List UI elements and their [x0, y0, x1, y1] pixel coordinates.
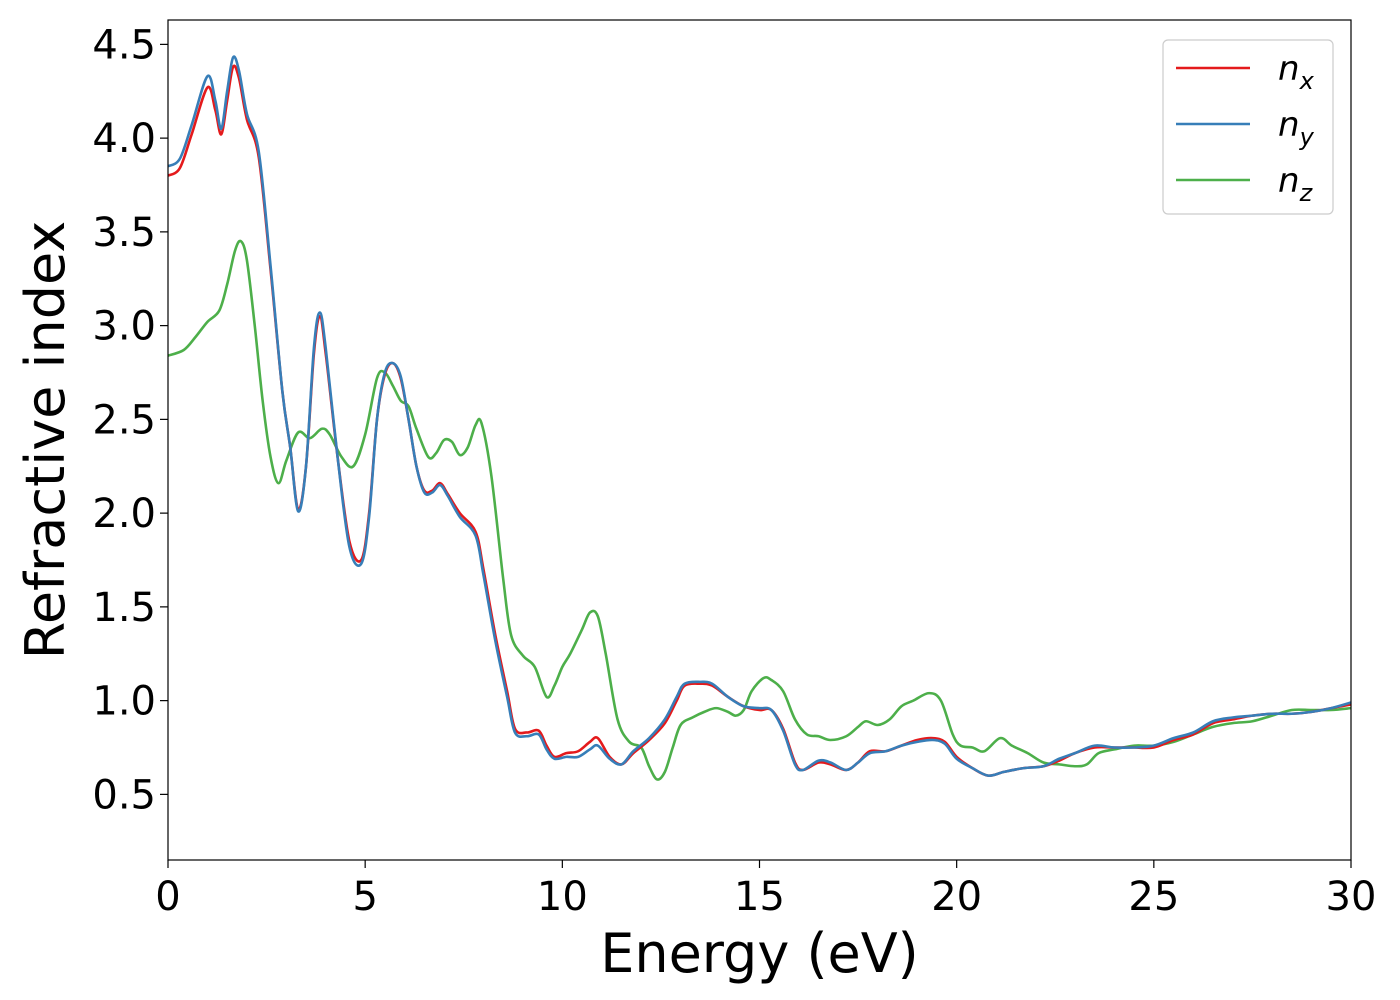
x-tick-label: 25 — [1128, 874, 1179, 920]
legend-label-nx: nx — [1278, 49, 1315, 95]
x-axis: 0 5 10 15 20 25 30 — [155, 860, 1376, 920]
y-tick-label: 2.0 — [92, 491, 156, 537]
y-tick-label: 4.0 — [92, 116, 156, 162]
legend: nx ny nz — [1162, 39, 1334, 215]
y-tick-label: 0.5 — [92, 772, 156, 818]
series-line-nz — [168, 239, 1351, 781]
x-tick-label: 0 — [155, 874, 180, 920]
legend-box — [1162, 39, 1334, 215]
y-axis-label: Refractive index — [14, 221, 77, 660]
y-tick-label: 1.5 — [92, 585, 156, 631]
y-tick-label: 4.5 — [92, 22, 156, 68]
plot-lines — [168, 55, 1351, 781]
y-tick-label: 3.0 — [92, 304, 156, 350]
y-axis: 0.5 1.0 1.5 2.0 2.5 3.0 3.5 4.0 4.5 — [92, 22, 168, 818]
legend-label-nz: nz — [1278, 161, 1314, 207]
y-tick-label: 2.5 — [92, 397, 156, 443]
x-tick-label: 10 — [537, 874, 588, 920]
legend-label-ny: ny — [1278, 105, 1315, 151]
series-line-ny — [168, 55, 1351, 777]
x-tick-label: 15 — [734, 874, 785, 920]
x-tick-label: 30 — [1326, 874, 1377, 920]
y-tick-label: 3.5 — [92, 210, 156, 256]
x-axis-label: Energy (eV) — [600, 922, 919, 985]
x-tick-label: 5 — [352, 874, 377, 920]
y-tick-label: 1.0 — [92, 679, 156, 725]
x-tick-label: 20 — [931, 874, 982, 920]
